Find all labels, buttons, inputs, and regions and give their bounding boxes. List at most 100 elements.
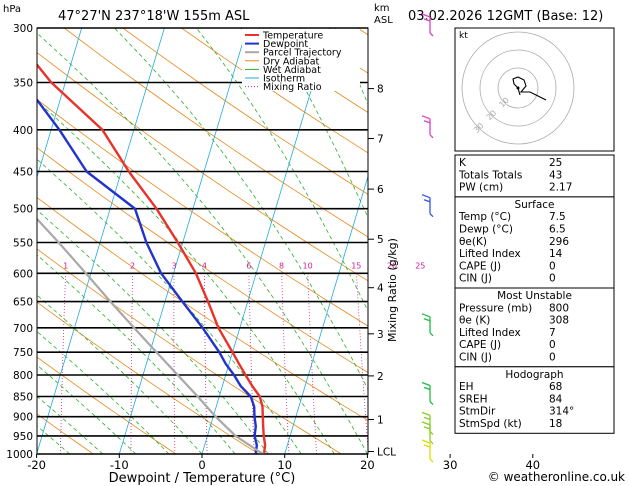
legend-entry: Dewpoint: [263, 39, 308, 50]
date-title: 03.02.2026 12GMT (Base: 12): [408, 9, 603, 24]
table-row-label: CAPE (J): [459, 260, 501, 272]
table-row-value: 296: [549, 236, 569, 248]
mixing-ratio-line: [248, 273, 255, 454]
pressure-tick-label: 350: [13, 78, 33, 90]
surface-table-header: Surface: [514, 199, 554, 211]
pressure-tick-label: 550: [13, 238, 33, 250]
table-row-label: StmDir: [459, 406, 496, 418]
curve-layer: [37, 62, 267, 454]
hodograph-ring: [461, 31, 575, 145]
pressure-tick-label: 600: [13, 268, 33, 280]
table-row-value: 800: [549, 302, 569, 314]
wind-barb: [421, 194, 434, 218]
dry-adiabat: [64, 28, 368, 238]
km-tick-label: 6: [377, 184, 384, 196]
hodograph-ring: [497, 67, 539, 109]
table-row-value: 14: [549, 248, 563, 260]
table-row-label: CAPE (J): [459, 339, 501, 351]
isotherm: [118, 28, 248, 454]
legend-entry: Isotherm: [263, 74, 305, 85]
mixing-ratio-label: 20: [387, 261, 397, 270]
mixing-ratio-line: [307, 273, 317, 454]
pressure-tick-label: 750: [13, 347, 33, 359]
mixing-ratio-label: 1: [63, 261, 68, 270]
table-row-value: 25: [549, 157, 562, 169]
mixing-ratio-label: 8: [279, 261, 284, 270]
pressure-tick-label: 650: [13, 297, 33, 309]
mixing-ratio-label: 2: [130, 261, 135, 270]
table-row-label: CIN (J): [459, 273, 492, 285]
isotherm: [201, 28, 331, 454]
x-tick-label: 40: [525, 458, 540, 472]
dry-adiabat: [181, 28, 368, 154]
wet-adiabat: [37, 254, 236, 454]
legend-entry: Dry Adiabat: [263, 56, 320, 67]
wet-adiabat: [37, 364, 137, 454]
mixing-ratio-line: [59, 273, 66, 454]
table-row-value: 314°: [549, 406, 574, 418]
km-tick-label: 7: [377, 134, 384, 146]
x-tick-label: 20: [360, 458, 375, 472]
legend-entry: Wet Adiabat: [263, 65, 321, 76]
table-row-label: EH: [459, 381, 474, 393]
km-tick-label: 5: [377, 234, 384, 246]
hodograph-table-header: Hodograph: [505, 369, 563, 381]
wet-adiabat: [270, 28, 368, 219]
mixing-ratio-line: [356, 273, 368, 454]
table-row-value: 84: [549, 393, 563, 405]
isotherm: [37, 28, 83, 179]
mixing-ratio-label: 25: [415, 261, 425, 270]
table-row-label: Pressure (mb): [459, 302, 532, 314]
pressure-tick-label: 300: [13, 23, 33, 35]
mixing-ratio-label: 3: [171, 261, 176, 270]
unstable-table-box: [454, 287, 615, 368]
dry-adiabat: [37, 356, 177, 454]
table-row-value: 68: [549, 381, 562, 393]
unstable-table-header: Most Unstable: [497, 290, 572, 302]
axes-layer: 3003504004505005506006507007508008509009…: [6, 23, 540, 472]
km-tick-label: 8: [377, 84, 384, 96]
wet-adiabat: [37, 425, 70, 454]
table-row-value: 0: [549, 352, 556, 364]
table-row-label: θe(K): [459, 236, 487, 248]
table-row-label: SREH: [459, 393, 488, 405]
pressure-tick-label: 800: [13, 370, 33, 382]
table-row-label: PW (cm): [459, 182, 503, 194]
table-row-value: 0: [549, 273, 556, 285]
temperature-curve: [37, 62, 267, 454]
table-row-value: 7: [549, 327, 556, 339]
km-tick-label: 2: [377, 371, 384, 383]
isotherm: [284, 174, 368, 454]
x-tick-label: 10: [277, 458, 292, 472]
mixing-ratio-label: 10: [303, 261, 313, 270]
dry-adiabat: [122, 28, 368, 195]
mixing-ratio-line: [204, 273, 208, 454]
copyright: © weatheronline.co.uk: [488, 470, 625, 484]
dry-adiabat: [0, 28, 11, 454]
pressure-tick-label: 850: [13, 392, 33, 404]
isotherm: [37, 28, 165, 454]
table-row-value: 2.17: [549, 182, 572, 194]
wind-barb: [421, 13, 434, 37]
legend-entry: Temperature: [262, 31, 323, 42]
table-row-value: 0: [549, 339, 556, 351]
table-row-label: StmSpd (kt): [459, 418, 522, 430]
mixing-ratio-line: [173, 273, 176, 454]
table-row-label: K: [459, 157, 467, 169]
x-axis-label: Dewpoint / Temperature (°C): [109, 471, 296, 486]
mixing-ratio-labels: 1 2 3 4 6 8 10 15 20 25: [63, 261, 425, 270]
pressure-tick-label: 500: [13, 204, 33, 216]
hodograph-trace: [512, 76, 547, 101]
hodograph-unit-label: kt: [459, 31, 468, 41]
surface-table-box: [454, 196, 615, 289]
km-tick-label: LCL: [377, 447, 396, 459]
wind-barb: [421, 421, 434, 445]
table-row-label: Dewp (°C): [459, 224, 513, 236]
table-row-label: θe (K): [459, 315, 490, 327]
isobar-layer: [37, 27, 368, 455]
chart-title: 47°27'N 237°18'W 155m ASL: [58, 9, 250, 24]
indices-tables: K 25 Totals Totals 43 PW (cm) 2.17 SurfaceTemp…: [454, 154, 615, 434]
parcel-trajectory-curve: [37, 217, 265, 454]
